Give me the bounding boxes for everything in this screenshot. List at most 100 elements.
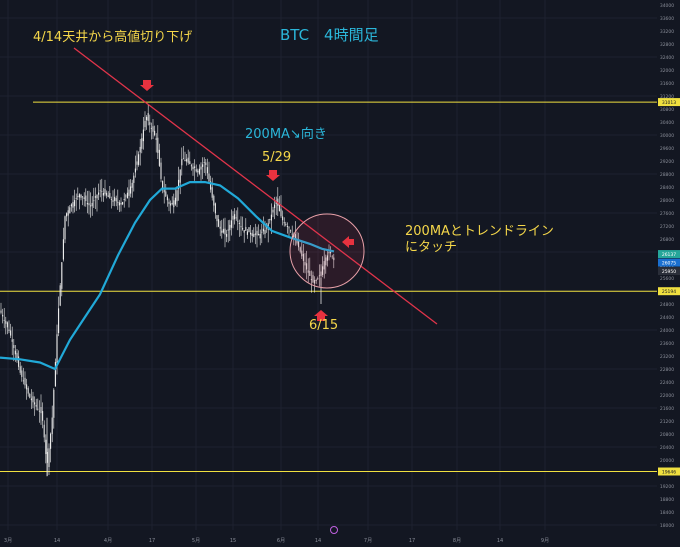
candle-body (152, 126, 154, 132)
candle-body (222, 228, 224, 233)
candle-body (266, 227, 268, 229)
candle-body (310, 279, 312, 281)
candle-body (96, 195, 98, 199)
candle-body (326, 255, 328, 261)
candle-body (325, 257, 327, 266)
candle-body (205, 162, 207, 166)
y-tick-label: 18800 (660, 497, 674, 503)
candle-body (77, 196, 79, 197)
level-tag-label: 25194 (662, 289, 676, 295)
annotation-touch-line2: にタッチ (405, 240, 458, 255)
candle-body (118, 202, 120, 206)
candle-body (194, 166, 196, 168)
candle-body (141, 138, 143, 149)
chart-title: BTC 4時間足 (280, 26, 379, 44)
x-tick-label: 4月 (104, 538, 112, 544)
candle-body (142, 129, 144, 142)
candle-body (158, 149, 160, 166)
candle-body (173, 200, 175, 208)
y-tick-label: 34000 (660, 3, 674, 9)
candle-body (176, 190, 178, 202)
price-tag-label: 25950 (662, 269, 676, 275)
candle-body (232, 215, 234, 220)
candle-body (120, 202, 122, 205)
grid (0, 0, 657, 530)
y-tick-label: 22400 (660, 380, 674, 386)
arrow-marker (342, 236, 354, 248)
candle-body (314, 280, 316, 284)
candle-body (290, 230, 292, 232)
candle-body (51, 417, 53, 435)
time-axis: 3月 14 4月 17 5月 15 6月 14 7月 17 8月 14 9月 (4, 526, 549, 544)
x-tick-label: 5月 (192, 538, 200, 544)
candle-body (128, 189, 130, 196)
y-tick-label: 29200 (660, 159, 674, 165)
candle-body (82, 196, 84, 198)
y-tick-label: 31200 (660, 94, 674, 100)
touch-circle (289, 213, 365, 289)
candle-body (328, 251, 330, 254)
y-tick-label: 29600 (660, 146, 674, 152)
y-tick-label: 33200 (660, 29, 674, 35)
price-tag (658, 267, 680, 276)
candle-body (237, 220, 239, 222)
level-tag (658, 98, 680, 107)
candle-body (280, 208, 282, 217)
arrow-marker (314, 310, 328, 321)
candle-body (258, 233, 260, 236)
candle-body (6, 322, 8, 328)
candle-body (301, 250, 303, 257)
level-tag-label: 31013 (662, 100, 676, 106)
candle-body (309, 270, 311, 276)
y-tick-label: 22800 (660, 367, 674, 373)
y-tick-label: 22000 (660, 393, 674, 399)
x-tick-label: 14 (497, 538, 503, 544)
candle-body (174, 197, 176, 205)
candle-body (189, 161, 191, 165)
price-tag (658, 250, 680, 259)
y-tick-label: 24400 (660, 315, 674, 321)
candle-body (259, 233, 261, 239)
candle-body (298, 240, 300, 248)
candle-body (163, 189, 165, 193)
candle-body (323, 261, 325, 270)
candle-body (234, 214, 236, 220)
candle-body (202, 164, 204, 167)
candle-body (139, 146, 141, 153)
candle-body (40, 407, 42, 414)
candle-body (235, 217, 237, 219)
candle-body (50, 433, 52, 449)
candle-body (261, 231, 263, 233)
candle-body (181, 159, 183, 166)
candle-body (98, 192, 100, 195)
candle-body (58, 308, 60, 333)
x-tick-label: 6月 (277, 538, 285, 544)
candle-body (99, 190, 101, 192)
candle-body (238, 222, 240, 224)
candle-body (210, 181, 212, 190)
arrow-marker (266, 170, 280, 181)
y-tick-label: 31600 (660, 81, 674, 87)
candle-body (75, 198, 77, 199)
markers (140, 80, 354, 321)
candle-body (155, 138, 157, 140)
y-tick-label: 20800 (660, 432, 674, 438)
candle-body (8, 329, 10, 331)
candle-body (134, 168, 136, 173)
candle-body (80, 194, 82, 198)
level-tag (658, 467, 680, 476)
candle-body (26, 384, 28, 390)
candle-body (3, 319, 5, 321)
candle-body (104, 188, 106, 195)
candle-body (270, 214, 272, 221)
candle-body (254, 233, 256, 235)
candle-body (29, 393, 31, 398)
candle-body (227, 229, 229, 231)
candle-body (125, 195, 127, 197)
annotation-top-left: 4/14天井から高値切り下げ (33, 30, 193, 45)
event-icon (330, 526, 338, 534)
candle-body (110, 199, 112, 200)
candle-body (38, 410, 40, 412)
y-tick-label: 26800 (660, 237, 674, 243)
candle-body (253, 234, 255, 237)
